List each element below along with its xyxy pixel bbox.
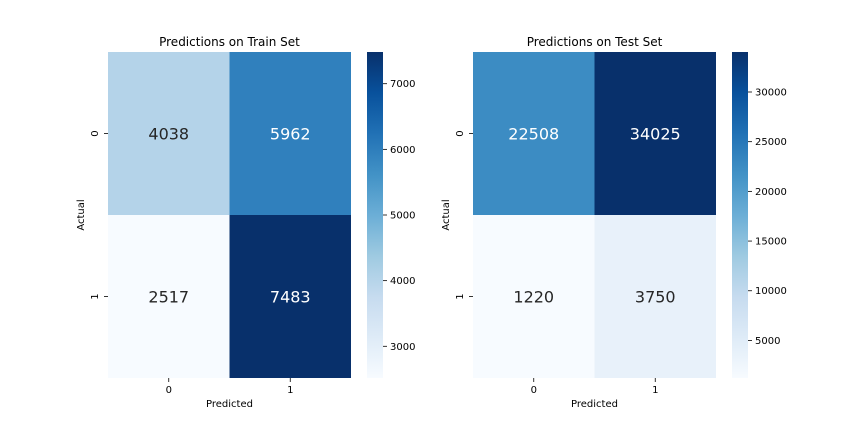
chart-1-cell-r0-c0 [473, 52, 595, 215]
chart-1-ytick-label-1: 1 [455, 293, 466, 299]
chart-0-cell-label-r1-c1: 7483 [270, 288, 311, 307]
chart-0-xtick-label-0: 0 [166, 385, 172, 396]
chart-0-ytick-label-1: 1 [90, 293, 101, 299]
chart-0-colorbar-tick-label-1: 4000 [390, 276, 415, 287]
chart-0-ytick-label-0: 0 [90, 130, 101, 136]
chart-1-cell-label-r0-c0: 22508 [508, 125, 559, 144]
chart-1-xlabel: Predicted [571, 399, 618, 410]
chart-0-cell-r0-c0 [108, 52, 230, 215]
test-heatmap-panel: 22508 34025 1220 3750 Predictions on Test Se… [441, 35, 787, 410]
chart-0-colorbar-tick-label-2: 5000 [390, 211, 415, 222]
chart-1-ylabel: Actual [441, 199, 452, 230]
chart-0-colorbar-tick-label-4: 7000 [390, 79, 415, 90]
chart-1-colorbar-tick-label-1: 10000 [755, 286, 787, 297]
chart-1-ytick-label-0: 0 [455, 130, 466, 136]
chart-0-xlabel: Predicted [206, 399, 253, 410]
chart-1-title: Predictions on Test Set [527, 35, 663, 49]
chart-1-colorbar [732, 52, 748, 378]
chart-0-cell-label-r1-c0: 2517 [148, 288, 189, 307]
chart-0-title: Predictions on Train Set [159, 35, 300, 49]
chart-0-colorbar [367, 52, 383, 378]
chart-1-xtick-label-0: 0 [531, 385, 537, 396]
chart-0-ylabel: Actual [76, 199, 87, 230]
chart-0-colorbar-tick-label-3: 6000 [390, 145, 415, 156]
chart-1-cell-r1-c0 [473, 215, 595, 378]
chart-0-cell-r1-c0 [108, 215, 230, 378]
chart-0-cell-r0-c1 [229, 52, 351, 215]
chart-1-cell-label-r1-c1: 3750 [635, 288, 676, 307]
chart-1-cell-label-r0-c1: 34025 [630, 125, 681, 144]
chart-1-cell-r0-c1 [594, 52, 716, 215]
chart-1-colorbar-tick-label-2: 15000 [755, 237, 787, 248]
train-heatmap-panel: 4038 5962 2517 7483 Predictions on Train Set… [76, 35, 415, 410]
chart-1-xtick-label-1: 1 [652, 385, 658, 396]
chart-1-cell-label-r1-c0: 1220 [513, 288, 554, 307]
chart-1-colorbar-tick-label-3: 20000 [755, 187, 787, 198]
chart-1-colorbar-tick-label-5: 30000 [755, 87, 787, 98]
chart-1-colorbar-tick-label-0: 5000 [755, 336, 780, 347]
chart-0-xtick-label-1: 1 [287, 385, 293, 396]
chart-1-colorbar-tick-label-4: 25000 [755, 137, 787, 148]
chart-0-cell-label-r0-c0: 4038 [148, 125, 189, 144]
chart-0-cell-label-r0-c1: 5962 [270, 125, 311, 144]
chart-0-cell-r1-c1 [229, 215, 351, 378]
chart-0-colorbar-tick-label-0: 3000 [390, 342, 415, 353]
chart-1-cell-r1-c1 [594, 215, 716, 378]
